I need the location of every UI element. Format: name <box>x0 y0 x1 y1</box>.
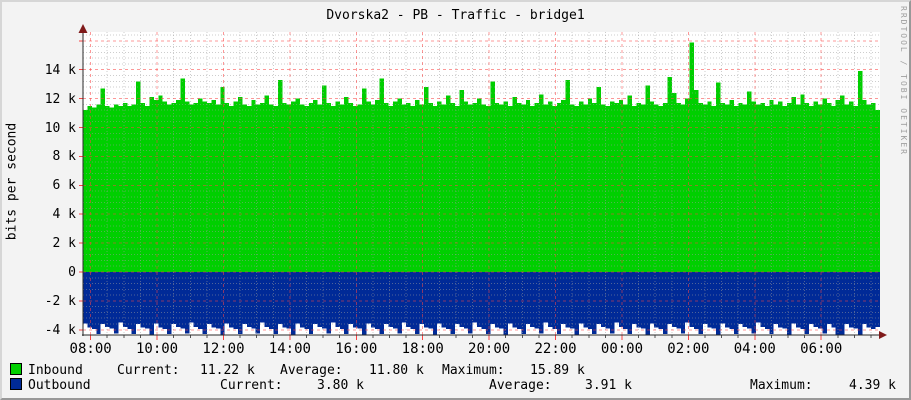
y-axis-tick-label: -4 k <box>44 322 76 338</box>
legend-field-label: Current: <box>220 378 283 393</box>
traffic-chart <box>78 24 887 340</box>
x-axis-tick-label: 02:00 <box>667 341 710 357</box>
y-axis-tick-label: 6 k <box>52 178 76 194</box>
legend-row-outbound: Outbound Current: 3.80 k Average: 3.91 k… <box>2 378 909 393</box>
x-axis-tick-label: 12:00 <box>202 341 245 357</box>
legend-field-value: 3.91 k <box>585 378 632 393</box>
x-axis-tick-label: 22:00 <box>534 341 577 357</box>
inbound-swatch-icon <box>10 363 22 375</box>
legend-row-inbound: Inbound Current: 11.22 k Average: 11.80 … <box>2 363 909 378</box>
x-axis-tick-label: 18:00 <box>401 341 444 357</box>
outbound-swatch-icon <box>10 378 22 390</box>
legend-field-value: 15.89 k <box>530 363 585 378</box>
x-axis-tick-label: 08:00 <box>69 341 112 357</box>
y-axis-tick-label: 2 k <box>52 236 76 252</box>
y-axis-tick-label: 14 k <box>44 62 76 78</box>
y-axis-tick-label: 12 k <box>44 91 76 107</box>
x-axis-tick-label: 00:00 <box>600 341 644 357</box>
legend-field-label: Maximum: <box>750 378 813 393</box>
y-axis-tick-label: 10 k <box>44 120 76 136</box>
y-axis-tick-label: 0 <box>68 265 76 280</box>
y-axis-tick-label: 8 k <box>52 149 76 165</box>
graph-title: Dvorska2 - PB - Traffic - bridge1 <box>326 8 585 23</box>
x-axis-tick-label: 14:00 <box>268 341 311 357</box>
legend-field-value: 3.80 k <box>317 378 364 393</box>
legend-series-name: Inbound <box>28 363 83 378</box>
legend-series-name: Outbound <box>28 378 91 393</box>
legend-field-value: 4.39 k <box>849 378 896 393</box>
x-axis-tick-label: 06:00 <box>800 341 843 357</box>
y-axis-tick-label: 4 k <box>52 207 76 223</box>
rrdtool-watermark: RRDTOOL / TOBI OETIKER <box>899 6 908 156</box>
x-axis-tick-label: 20:00 <box>468 341 511 357</box>
legend-field-label: Current: <box>117 363 180 378</box>
legend-field-label: Average: <box>489 378 552 393</box>
legend-field-value: 11.80 k <box>369 363 424 378</box>
y-axis-tick-label: -2 k <box>44 293 76 309</box>
legend-field-label: Maximum: <box>442 363 505 378</box>
legend-field-value: 11.22 k <box>200 363 255 378</box>
x-axis-tick-label: 16:00 <box>335 341 378 357</box>
x-axis-tick-label: 04:00 <box>733 341 776 357</box>
legend-field-label: Average: <box>280 363 343 378</box>
x-axis-tick-label: 10:00 <box>135 341 179 357</box>
